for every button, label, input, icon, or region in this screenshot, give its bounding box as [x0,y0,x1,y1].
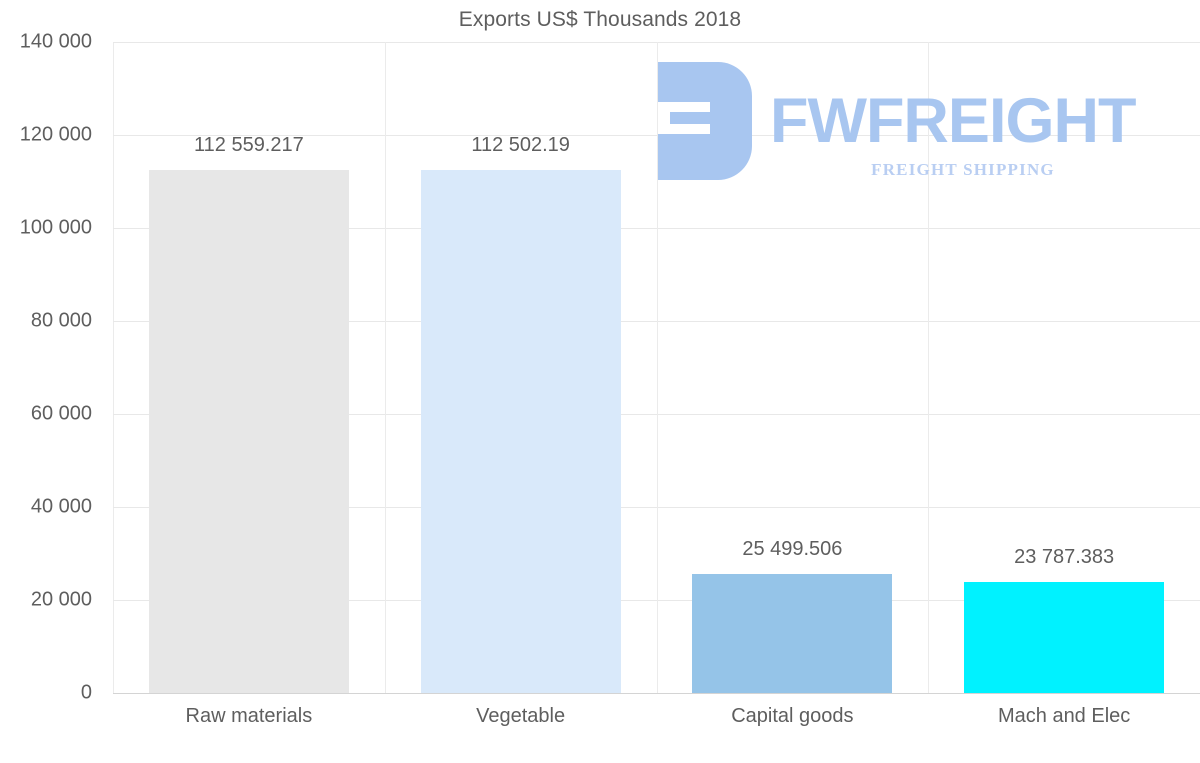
bar-value-label: 23 787.383 [1014,546,1115,569]
category-separator [385,42,386,693]
bar[interactable] [420,169,621,693]
y-axis-tick-label: 40 000 [30,495,92,518]
y-axis-tick-label: 120 000 [19,123,92,146]
chart-title: Exports US$ Thousands 2018 [458,8,742,31]
gridline [113,321,1200,322]
x-axis-category-label: Vegetable [476,705,566,727]
y-axis-tick-label: 100 000 [19,216,92,239]
bar-value-label: 112 502.19 [471,133,570,156]
plot-area [113,42,1200,694]
gridline [113,228,1200,229]
gridline [113,135,1200,136]
bar[interactable] [692,574,893,693]
gridline [113,693,1200,694]
y-axis-tick-label: 140 000 [19,30,92,53]
y-axis-tick-label: 60 000 [30,402,92,425]
y-axis-tick-label: 0 [80,681,92,704]
x-axis-category-label: Raw materials [185,705,313,727]
gridline [113,600,1200,601]
bar-value-label: 112 559.217 [194,133,304,156]
y-axis-tick-label: 20 000 [30,588,92,611]
bar[interactable] [964,582,1165,693]
bar-value-label: 25 499.506 [742,538,843,561]
category-separator [928,42,929,693]
category-separator [657,42,658,693]
x-axis-category-label: Capital goods [731,705,854,727]
y-axis-tick-label: 80 000 [30,309,92,332]
gridline [113,42,1200,43]
gridline [113,414,1200,415]
gridline [113,507,1200,508]
x-axis-category-label: Mach and Elec [997,705,1131,727]
bar[interactable] [148,169,349,693]
y-axis-line [113,42,114,693]
